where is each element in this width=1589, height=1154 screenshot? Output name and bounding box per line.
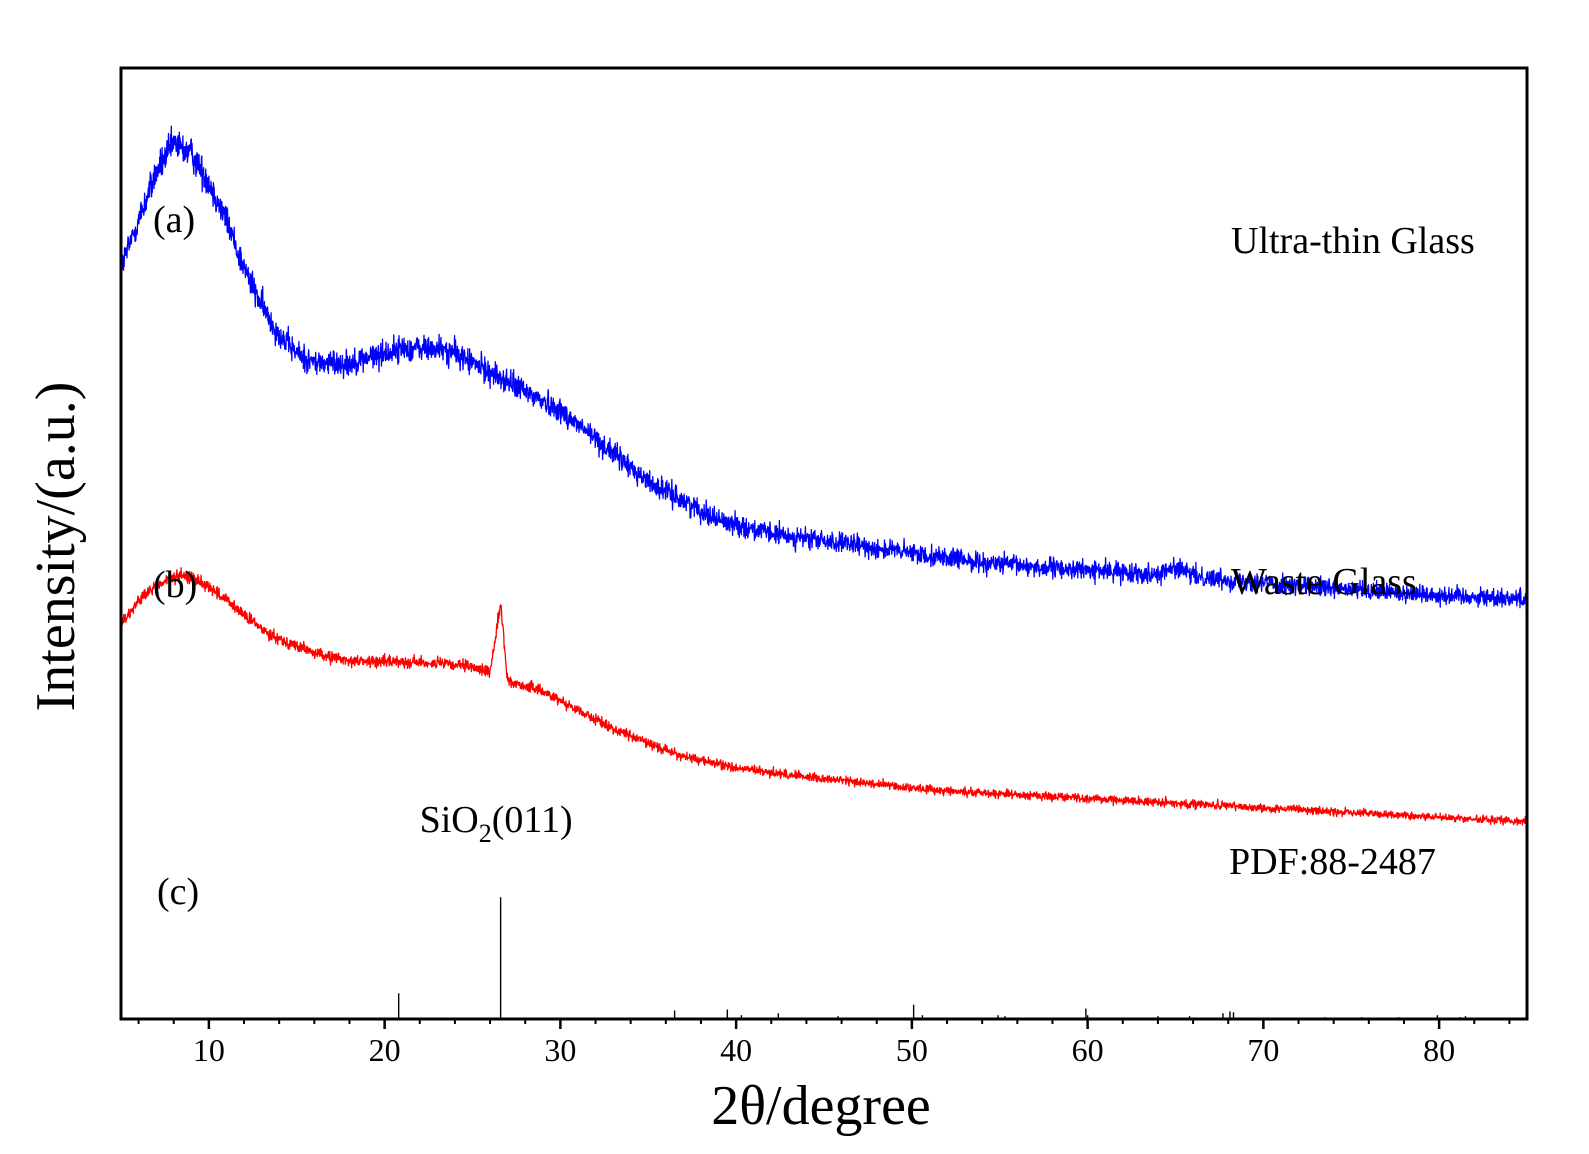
legend-waste-glass: Waste Glass (1231, 561, 1417, 603)
curve-b-tag: (b) (153, 564, 197, 606)
x-tick-label: 20 (369, 1032, 401, 1068)
sio2-peak-label-plane: (011) (492, 799, 573, 841)
x-tick-label: 80 (1423, 1032, 1455, 1068)
x-tick-label: 30 (544, 1032, 576, 1068)
curve-c-tag: (c) (157, 871, 199, 913)
curve-a-tag: (a) (153, 199, 195, 241)
series-line-ultra-thin-glass (120, 125, 1528, 609)
plot-frame (119, 66, 1529, 1021)
sio2-peak-label: SiO2(011) (420, 799, 573, 848)
series-line-waste-glass (120, 567, 1528, 826)
sio2-peak-label-subscript: 2 (479, 819, 492, 848)
legend-ultra-thin-glass: Ultra-thin Glass (1231, 220, 1475, 262)
x-tick-label: 70 (1247, 1032, 1279, 1068)
x-axis-ticks: 10 20 30 40 50 60 70 80 (137, 1019, 1511, 1068)
sio2-peak-label-base: SiO (420, 799, 479, 841)
x-tick-label: 10 (193, 1032, 225, 1068)
x-tick-label: 60 (1072, 1032, 1104, 1068)
y-axis-title: Intensity/(a.u.) (25, 382, 87, 712)
x-tick-label: 40 (720, 1032, 752, 1068)
legend-pdf-card: PDF:88-2487 (1229, 841, 1436, 883)
x-axis-title: 2θ/degree (711, 1075, 931, 1137)
x-tick-label: 50 (896, 1032, 928, 1068)
